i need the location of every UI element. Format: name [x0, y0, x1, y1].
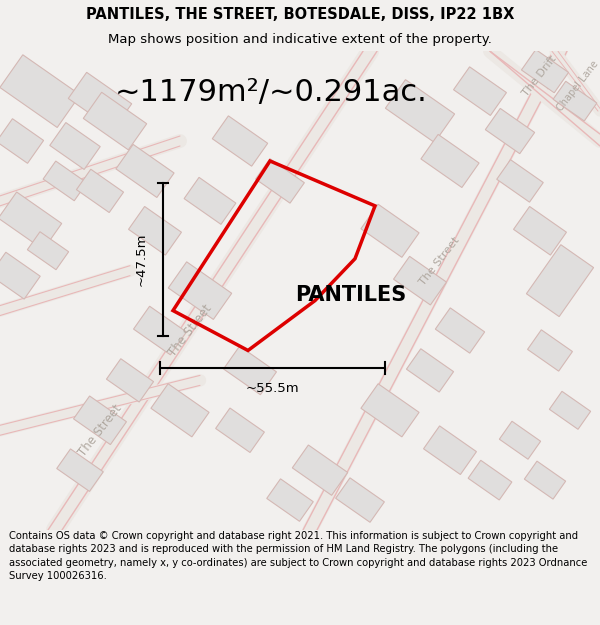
Polygon shape	[499, 421, 541, 459]
Polygon shape	[361, 384, 419, 437]
Text: PANTILES: PANTILES	[295, 284, 406, 304]
Text: Contains OS data © Crown copyright and database right 2021. This information is : Contains OS data © Crown copyright and d…	[9, 531, 587, 581]
Polygon shape	[406, 349, 454, 392]
Polygon shape	[485, 108, 535, 154]
Polygon shape	[116, 144, 174, 198]
Polygon shape	[28, 232, 68, 270]
Polygon shape	[76, 169, 124, 212]
Text: ~55.5m: ~55.5m	[245, 382, 299, 395]
Polygon shape	[436, 308, 485, 353]
Text: ~1179m²/~0.291ac.: ~1179m²/~0.291ac.	[115, 78, 428, 107]
Polygon shape	[553, 81, 597, 121]
Text: Chapel Lane: Chapel Lane	[556, 59, 600, 113]
Text: The Street: The Street	[418, 234, 462, 287]
Text: The Street: The Street	[166, 302, 214, 359]
Polygon shape	[550, 391, 590, 429]
Polygon shape	[424, 426, 476, 474]
Polygon shape	[468, 460, 512, 500]
Text: PANTILES, THE STREET, BOTESDALE, DISS, IP22 1BX: PANTILES, THE STREET, BOTESDALE, DISS, I…	[86, 7, 514, 22]
Polygon shape	[184, 177, 236, 224]
Polygon shape	[0, 192, 62, 249]
Polygon shape	[224, 346, 277, 395]
Polygon shape	[394, 256, 446, 305]
Polygon shape	[524, 461, 566, 499]
Polygon shape	[526, 245, 593, 317]
Polygon shape	[421, 134, 479, 188]
Polygon shape	[134, 306, 187, 355]
Text: ~47.5m: ~47.5m	[134, 232, 148, 286]
Polygon shape	[267, 479, 313, 521]
Polygon shape	[361, 204, 419, 258]
Polygon shape	[83, 92, 147, 150]
Text: Map shows position and indicative extent of the property.: Map shows position and indicative extent…	[108, 34, 492, 46]
Polygon shape	[521, 49, 569, 93]
Polygon shape	[43, 161, 87, 201]
Polygon shape	[168, 262, 232, 319]
Polygon shape	[335, 478, 385, 522]
Polygon shape	[215, 408, 265, 452]
Polygon shape	[292, 445, 347, 496]
Polygon shape	[0, 119, 44, 163]
Polygon shape	[385, 79, 455, 142]
Polygon shape	[454, 67, 506, 116]
Polygon shape	[256, 159, 304, 203]
Polygon shape	[151, 384, 209, 437]
Polygon shape	[212, 116, 268, 166]
Polygon shape	[0, 253, 40, 299]
Polygon shape	[57, 449, 103, 491]
Polygon shape	[527, 330, 572, 371]
Polygon shape	[128, 206, 181, 255]
Polygon shape	[514, 206, 566, 255]
Polygon shape	[50, 122, 100, 169]
Text: The Drift: The Drift	[521, 54, 559, 98]
Polygon shape	[74, 396, 127, 444]
Polygon shape	[106, 359, 154, 402]
Polygon shape	[497, 159, 543, 202]
Polygon shape	[68, 72, 132, 130]
Text: The Street: The Street	[76, 402, 124, 459]
Polygon shape	[0, 55, 80, 128]
